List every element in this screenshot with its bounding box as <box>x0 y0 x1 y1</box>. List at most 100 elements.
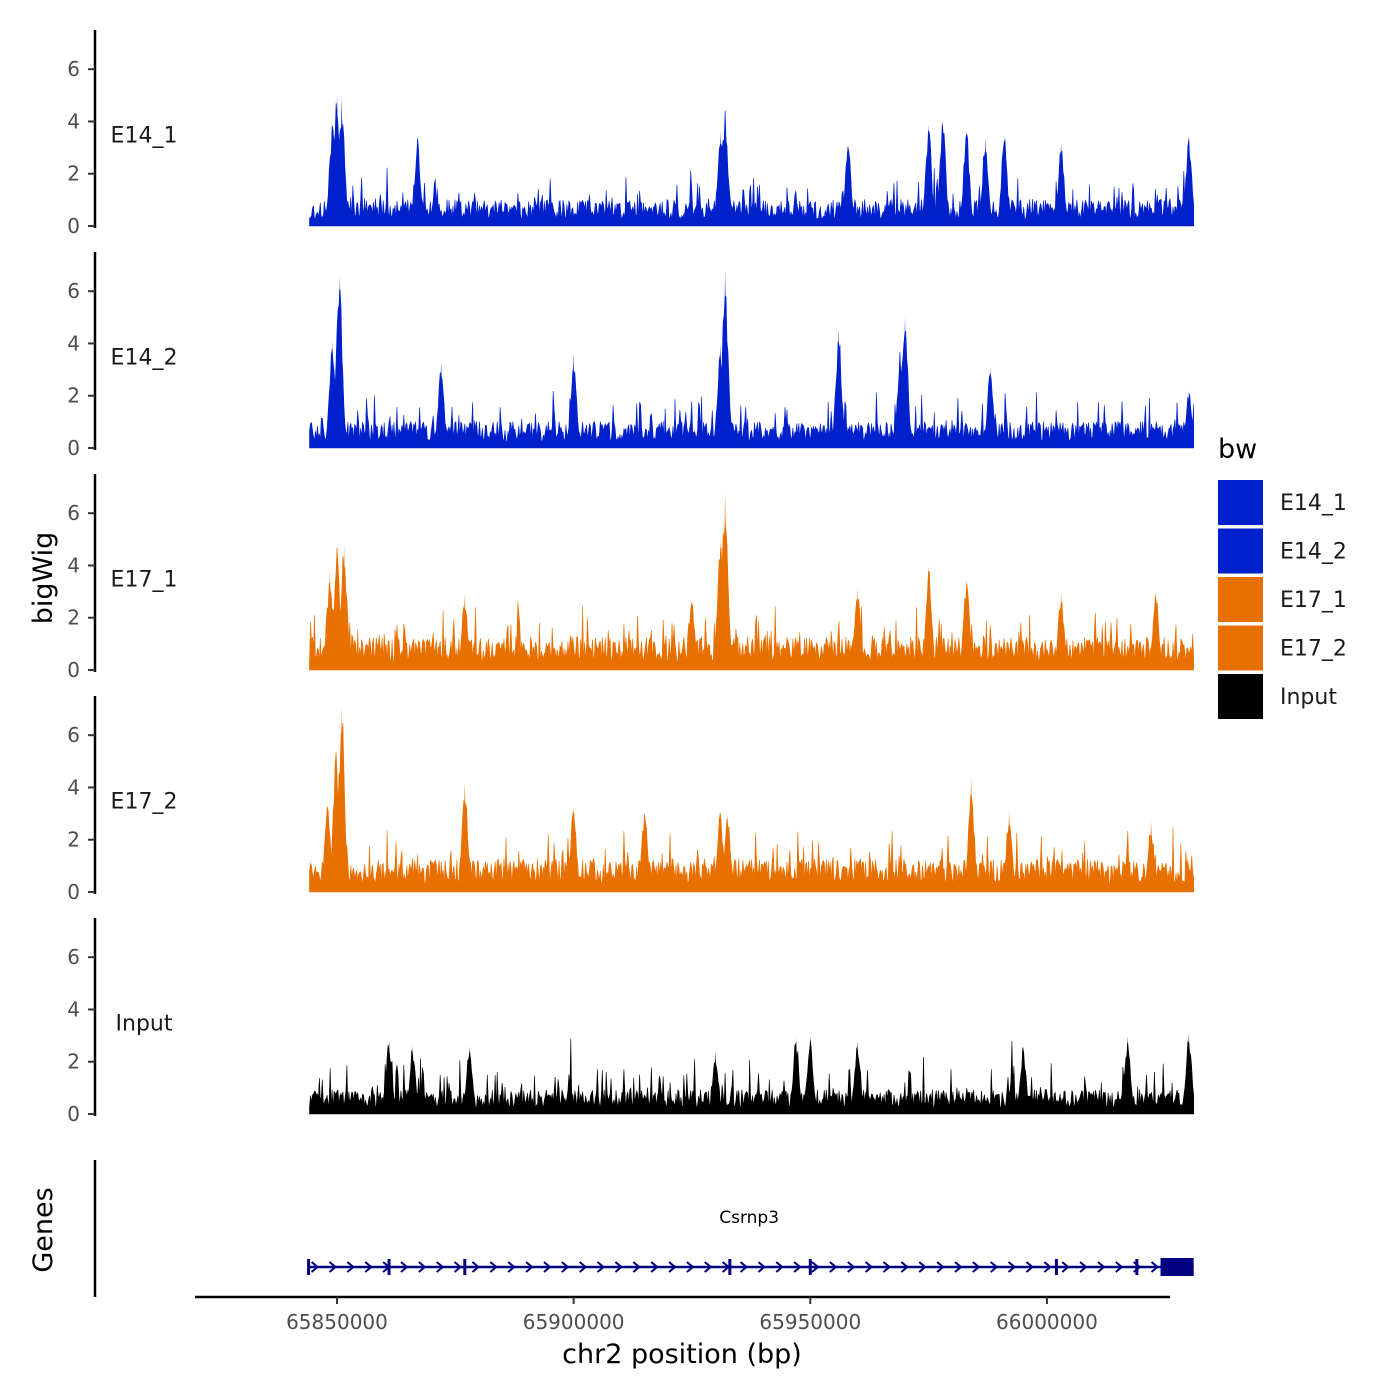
gene-track: Csrnp3 <box>93 1160 1194 1297</box>
signal-peak <box>1186 134 1192 226</box>
strand-arrow-icon <box>489 1261 498 1273</box>
strand-arrow-icon <box>757 1261 766 1273</box>
strand-arrow-icon <box>650 1261 659 1273</box>
strand-arrow-icon <box>525 1261 534 1273</box>
y-tick-label: 2 <box>67 606 80 630</box>
signal-peak <box>897 351 903 448</box>
signal-peak <box>341 544 347 670</box>
y-tick-label: 4 <box>67 553 80 577</box>
signal-peak <box>836 327 842 448</box>
strand-arrow-icon <box>847 1261 856 1273</box>
signal-peak <box>717 811 723 892</box>
signal-peak <box>1001 134 1007 226</box>
strand-arrow-icon <box>1079 1261 1088 1273</box>
strand-arrow-icon <box>775 1261 784 1273</box>
strand-arrow-icon <box>739 1261 749 1273</box>
signal-peak <box>722 492 728 670</box>
strand-arrow-icon <box>811 1261 820 1273</box>
track-label: Input <box>116 1012 173 1037</box>
gene-exon <box>463 1259 467 1275</box>
track-panel-e14_2: 0 2 4 6 E14_2 <box>67 252 1194 460</box>
strand-arrow-icon <box>864 1261 874 1273</box>
track-panel-e14_1: 0 2 4 6 E14_1 <box>67 30 1194 238</box>
track-label: E14_2 <box>111 346 178 371</box>
y-tick-label: 6 <box>67 723 80 747</box>
strand-arrow-icon <box>1150 1261 1160 1273</box>
signal-peak <box>334 547 340 670</box>
strand-arrow-icon <box>596 1261 606 1273</box>
signal-peak <box>926 565 932 670</box>
y-tick-label: 2 <box>67 1050 80 1074</box>
signal-peak <box>926 124 932 226</box>
signal-peak <box>339 706 345 892</box>
strand-arrow-icon <box>1025 1261 1035 1273</box>
signal-peak <box>713 1051 719 1114</box>
legend-title: bw <box>1218 434 1257 465</box>
strand-arrow-icon <box>1115 1261 1124 1273</box>
signal-area-e14_2 <box>309 289 1194 449</box>
signal-peak <box>386 1040 392 1114</box>
y-tick-label: 6 <box>67 945 80 969</box>
strand-arrow-icon <box>882 1261 892 1273</box>
signal-peak <box>987 367 993 448</box>
gene-exon <box>1054 1259 1058 1275</box>
track-label: E17_2 <box>111 790 178 815</box>
strand-arrow-icon <box>704 1261 713 1273</box>
strand-arrow-icon <box>436 1261 445 1273</box>
signal-peak <box>1058 142 1064 226</box>
strand-arrow-icon <box>954 1261 963 1273</box>
signal-peak <box>855 589 861 670</box>
strand-arrow-icon <box>328 1261 338 1273</box>
strand-arrow-icon <box>453 1261 463 1273</box>
strand-arrow-icon <box>990 1261 999 1273</box>
signal-peak <box>1186 1033 1192 1114</box>
signal-area-e14_1 <box>309 103 1194 227</box>
signal-peak <box>722 270 728 448</box>
y-axis-title: bigWig <box>28 532 59 625</box>
genes-axis-title: Genes <box>28 1187 59 1272</box>
signal-peak <box>717 536 723 670</box>
signal-peak <box>725 813 730 892</box>
strand-arrow-icon <box>346 1261 355 1273</box>
signal-peak <box>642 811 648 892</box>
track-panel-e17_2: 0 2 4 6 E17_2 <box>67 696 1194 904</box>
x-tick-label: 65950000 <box>759 1310 861 1334</box>
signal-area-e17_1 <box>309 521 1194 671</box>
strand-arrow-icon <box>936 1261 945 1273</box>
signal-peak <box>438 361 444 448</box>
y-tick-label: 0 <box>67 436 80 460</box>
y-tick-label: 6 <box>67 57 80 81</box>
signal-peak <box>329 340 335 448</box>
strand-arrow-icon <box>400 1261 409 1273</box>
y-tick-label: 0 <box>67 214 80 238</box>
strand-arrow-icon <box>793 1261 802 1273</box>
y-tick-label: 0 <box>67 658 80 682</box>
signal-peak <box>462 594 468 670</box>
strand-arrow-icon <box>579 1261 588 1273</box>
strand-arrow-icon <box>507 1261 516 1273</box>
y-tick-label: 2 <box>67 828 80 852</box>
x-axis: 65850000 65900000 65950000 66000000 <box>195 1295 1170 1334</box>
strand-arrow-icon <box>543 1261 552 1273</box>
signal-peak <box>1153 591 1159 670</box>
legend-label: E17_2 <box>1280 637 1347 662</box>
strand-arrow-icon <box>561 1261 570 1273</box>
signal-peak <box>336 275 342 448</box>
signal-peak <box>807 1035 813 1114</box>
signal-peak <box>1186 390 1192 448</box>
signal-peak <box>845 145 851 226</box>
signal-peak <box>462 782 468 892</box>
strand-arrow-icon <box>1061 1261 1070 1273</box>
strand-arrow-icon <box>364 1261 373 1273</box>
track-label: E17_1 <box>111 568 178 593</box>
signal-peak <box>467 1046 472 1114</box>
signal-peak <box>1124 1035 1130 1114</box>
signal-peak <box>325 805 330 892</box>
y-tick-label: 6 <box>67 501 80 525</box>
signal-peak <box>940 118 946 226</box>
signal-peak <box>333 750 339 892</box>
strand-arrow-icon <box>668 1261 677 1273</box>
signal-peak <box>571 805 577 892</box>
